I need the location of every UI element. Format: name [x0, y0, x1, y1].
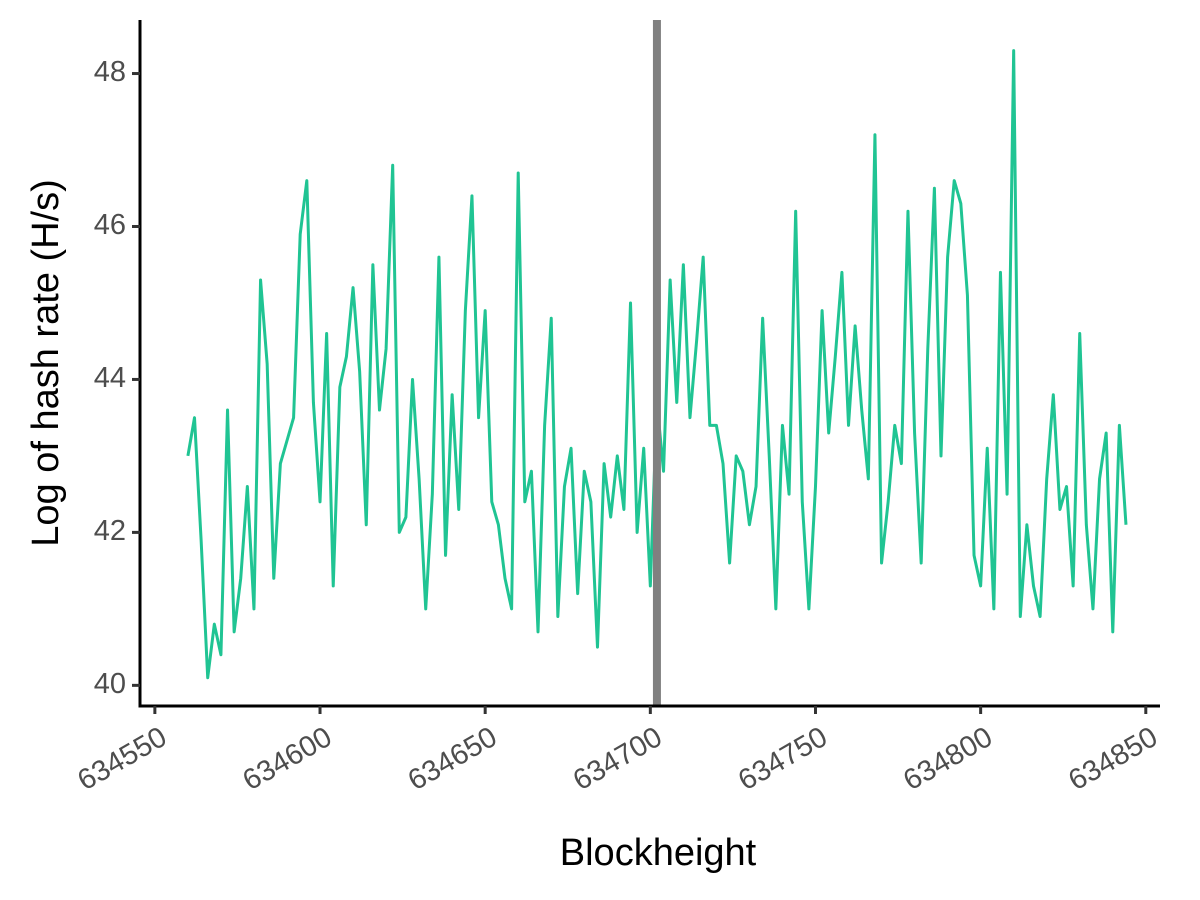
- x-axis-title: Blockheight: [560, 832, 757, 874]
- y-tick-label: 40: [94, 668, 126, 700]
- x-tick-label: 634650: [403, 721, 503, 797]
- y-tick-label: 48: [94, 56, 126, 88]
- y-tick-label: 44: [94, 362, 126, 394]
- y-tick-label: 42: [94, 515, 126, 547]
- x-tick-label: 634600: [238, 721, 338, 797]
- y-tick-label: 46: [94, 209, 126, 241]
- x-tick-label: 634700: [568, 721, 668, 797]
- x-tick-label: 634850: [1063, 721, 1163, 797]
- x-tick-label: 634550: [72, 721, 172, 797]
- x-tick-label: 634750: [733, 721, 833, 797]
- y-axis-title: Log of hash rate (H/s): [25, 179, 67, 547]
- x-tick-label: 634800: [898, 721, 998, 797]
